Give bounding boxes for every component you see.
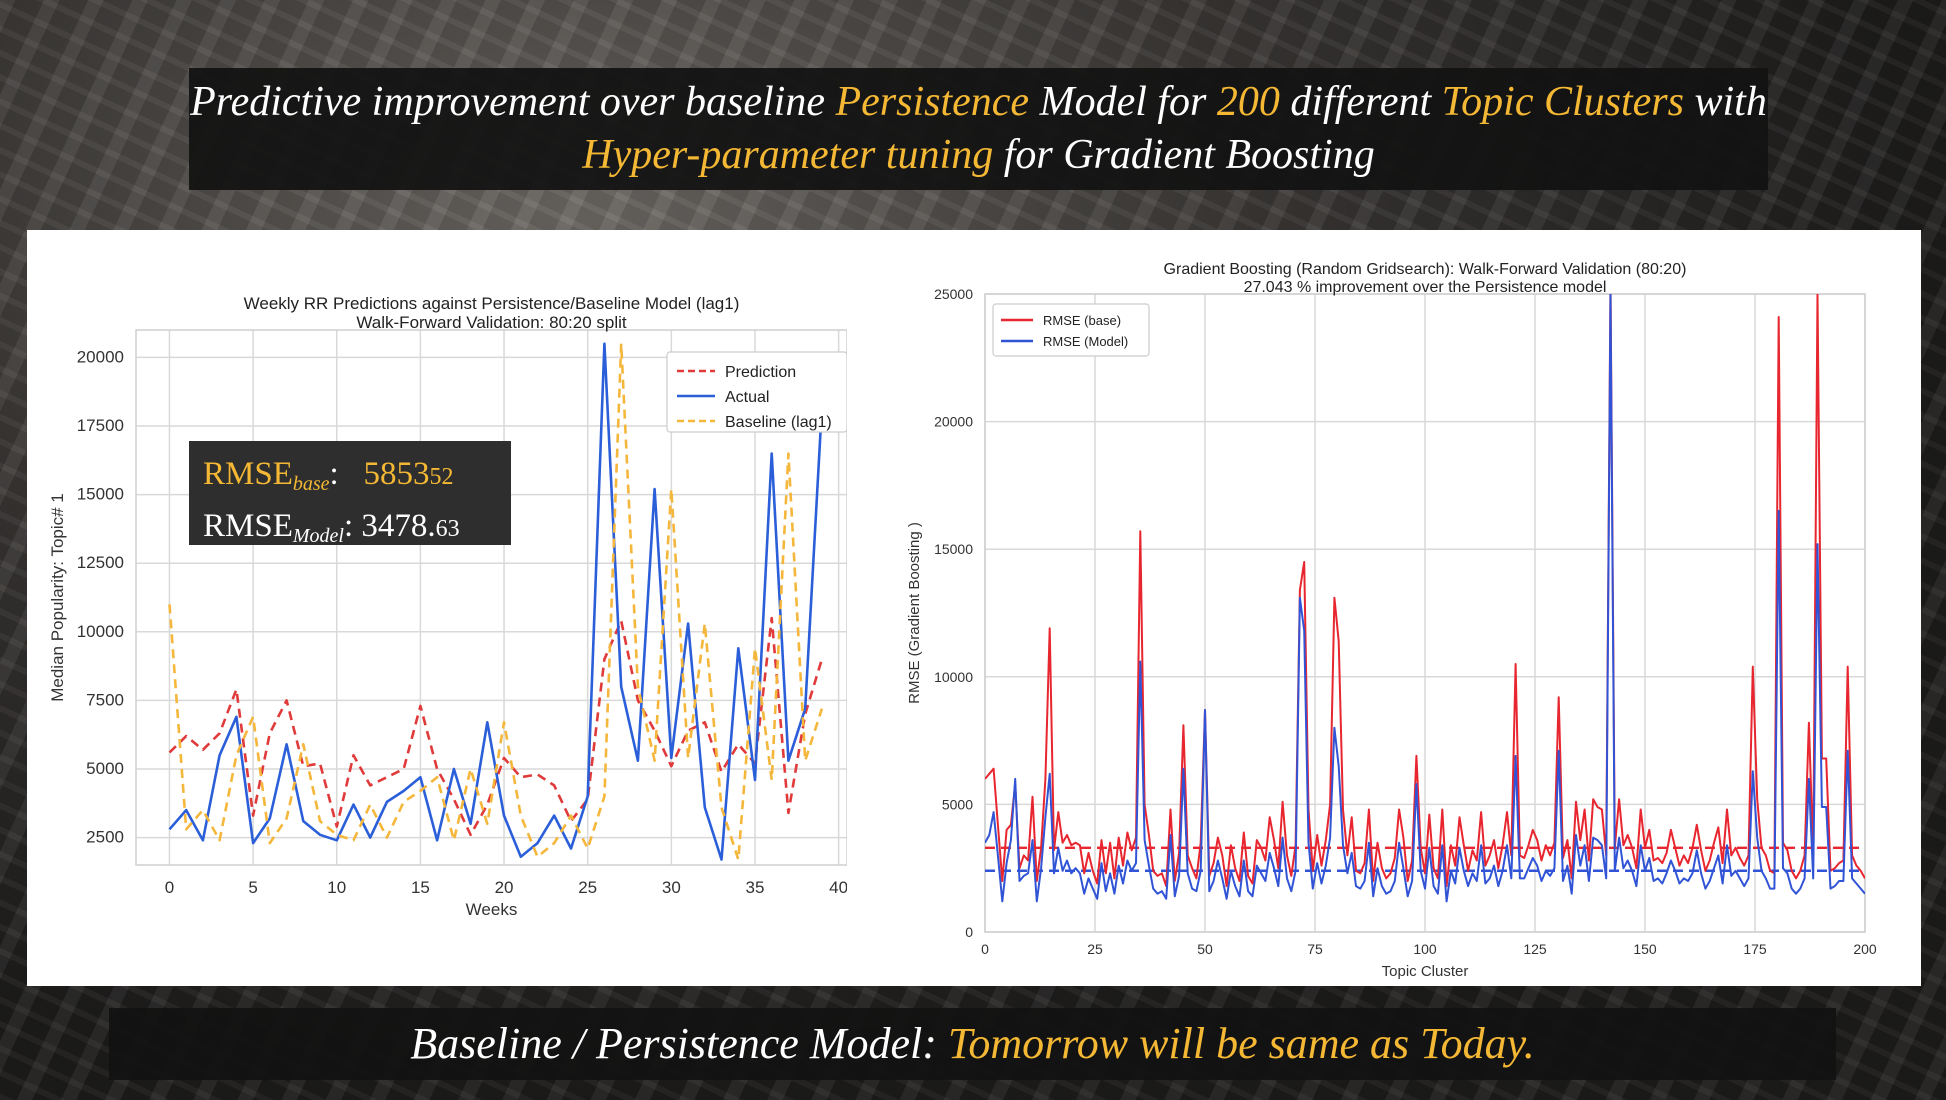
legend-label: Actual: [725, 389, 769, 406]
y-axis-label: RMSE (Gradient Boosting ): [906, 522, 923, 704]
chart-weekly-predictions: 0 5 10 15 20 25 30 35 40 2500 5000 7500 10000 12500 15…: [48, 294, 847, 919]
rmse-model-sep: :: [343, 508, 354, 544]
y-tick-label: 10000: [934, 669, 973, 685]
x-tick-label: 125: [1523, 941, 1547, 957]
title-segment: for Gradient Boosting: [993, 132, 1375, 178]
x-tick-label: 75: [1307, 941, 1323, 957]
legend-label: Baseline (lag1): [725, 414, 832, 431]
title-segment: Hyper-parameter tuning: [582, 132, 994, 178]
x-tick-label: 15: [411, 878, 430, 897]
charts-panel: 0 5 10 15 20 25 30 35 40 2500 5000 7500 10000 12500 15…: [27, 230, 1921, 986]
rmse-base-decimals: 52: [429, 464, 454, 490]
x-axis-label: Topic Cluster: [1382, 963, 1469, 980]
series-line-rmse-base-: [985, 294, 1865, 888]
rmse-base-row: RMSEbase: 585352: [203, 453, 511, 505]
x-tick-label: 50: [1197, 941, 1213, 957]
title-segment: Predictive improvement over baseline: [190, 79, 836, 125]
rmse-model-row: RMSEModel: 3478.63: [203, 505, 511, 557]
x-axis-label: Weeks: [466, 900, 518, 919]
legend-label: RMSE (Model): [1043, 334, 1128, 349]
y-tick-label: 17500: [77, 416, 124, 435]
x-tick-label: 30: [662, 878, 681, 897]
chart-subtitle: Walk-Forward Validation: 80:20 split: [356, 313, 627, 332]
title-segment: Model for: [1029, 79, 1217, 125]
series-line-rmse-model-: [985, 294, 1865, 903]
x-tick-label: 200: [1853, 941, 1877, 957]
rmse-model-decimals: 63: [435, 516, 460, 542]
y-tick-label: 2500: [86, 828, 124, 847]
rmse-model-value: 3478.: [361, 508, 436, 544]
chart-rmse-topic-clusters: 0 25 50 75 100 125 150 175 200 0 5000 10000 15000 200…: [906, 261, 1877, 980]
rmse-summary-box: RMSEbase: 585352 RMSEModel: 3478.63: [189, 441, 511, 547]
x-tick-label: 35: [746, 878, 765, 897]
x-tick-label: 40: [829, 878, 847, 897]
y-tick-label: 20000: [934, 414, 973, 430]
title-banner: Predictive improvement over baseline Per…: [189, 68, 1768, 190]
series-line-baseline-lag1-: [168, 342, 824, 861]
y-axis-label: Median Popularity: Topic# 1: [48, 493, 67, 702]
plot-frame: [984, 293, 1866, 933]
title-segment: with: [1683, 79, 1767, 125]
chart-title: Gradient Boosting (Random Gridsearch): W…: [1164, 261, 1687, 278]
series-line-prediction: [168, 616, 824, 837]
rmse-base-value: 5853: [363, 456, 430, 492]
chart-subtitle: 27.043 % improvement over the Persistenc…: [1244, 279, 1607, 296]
rmse-base-sub: base: [292, 473, 330, 495]
y-tick-label: 5000: [86, 759, 124, 778]
y-tick-label: 10000: [77, 622, 124, 641]
y-tick-label: 12500: [77, 553, 124, 572]
title-segment: Topic Clusters: [1441, 79, 1684, 125]
footer-banner: Baseline / Persistence Model: Tomorrow w…: [109, 1008, 1836, 1080]
legend-box: [992, 303, 1150, 357]
rmse-base-sep: :: [329, 456, 339, 492]
rmse-model-sub: Model: [292, 525, 344, 547]
y-tick-label: 20000: [77, 347, 124, 366]
footer-highlight: Tomorrow will be same as Today.: [947, 1019, 1535, 1068]
title-segment: Persistence: [835, 79, 1030, 125]
footer-prefix: Baseline / Persistence Model:: [410, 1019, 948, 1068]
x-tick-label: 20: [495, 878, 514, 897]
rmse-model-label: RMSE: [203, 508, 293, 544]
legend-label: Prediction: [725, 364, 796, 381]
x-tick-label: 100: [1413, 941, 1437, 957]
title-segment: different: [1279, 79, 1442, 125]
chart-title: Weekly RR Predictions against Persistenc…: [244, 294, 740, 313]
title-segment: 200: [1216, 79, 1280, 125]
y-tick-label: 25000: [934, 286, 973, 302]
rmse-base-label: RMSE: [203, 456, 293, 492]
x-tick-label: 0: [981, 941, 989, 957]
y-tick-label: 15000: [77, 485, 124, 504]
y-tick-label: 5000: [942, 796, 973, 812]
y-tick-label: 7500: [86, 690, 124, 709]
plot-frame: [135, 329, 847, 866]
x-tick-label: 10: [327, 878, 346, 897]
x-tick-label: 25: [578, 878, 597, 897]
y-tick-label: 15000: [934, 541, 973, 557]
x-tick-label: 175: [1743, 941, 1767, 957]
x-tick-label: 25: [1087, 941, 1103, 957]
x-tick-label: 5: [248, 878, 257, 897]
x-tick-label: 150: [1633, 941, 1657, 957]
y-tick-label: 0: [965, 924, 973, 940]
x-tick-label: 0: [165, 878, 174, 897]
legend-label: RMSE (base): [1043, 313, 1121, 328]
